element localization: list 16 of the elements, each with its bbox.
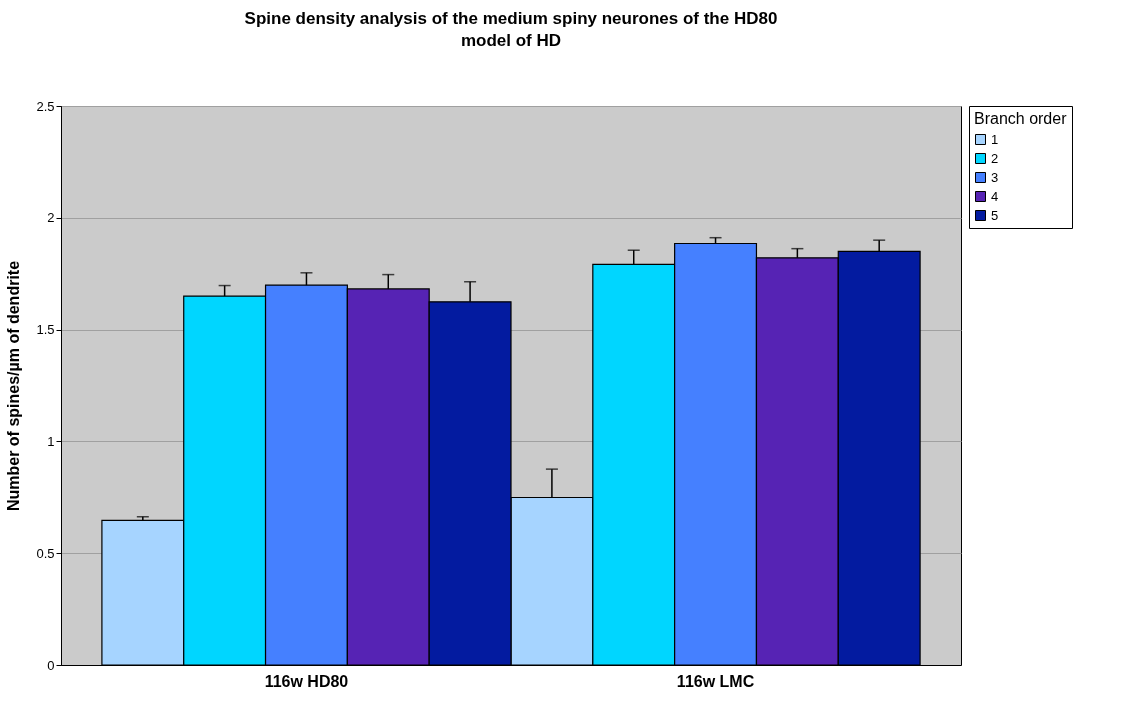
y-axis-title: Number of spines/µm of dendrite	[5, 260, 23, 512]
legend-label: 4	[991, 188, 999, 204]
legend-label: 2	[991, 150, 999, 166]
chart-title: Spine density analysis of the medium spiny neurones of the HD80 model of HD	[244, 9, 778, 50]
y-tick-label: 2	[47, 210, 55, 226]
legend-label: 5	[991, 207, 999, 223]
y-tick-label: 1	[47, 433, 55, 449]
legend-title: Branch order	[974, 110, 1068, 127]
y-tick-label: 1.5	[36, 322, 55, 338]
y-tick-label: 0.5	[36, 545, 55, 561]
legend-label: 3	[991, 169, 999, 185]
y-tick-label: 2.5	[36, 98, 55, 114]
x-tick-label: 116w HD80	[264, 672, 349, 690]
legend-label: 1	[991, 131, 999, 147]
x-tick-label: 116w LMC	[676, 672, 755, 690]
y-tick-label: 0	[47, 657, 55, 673]
